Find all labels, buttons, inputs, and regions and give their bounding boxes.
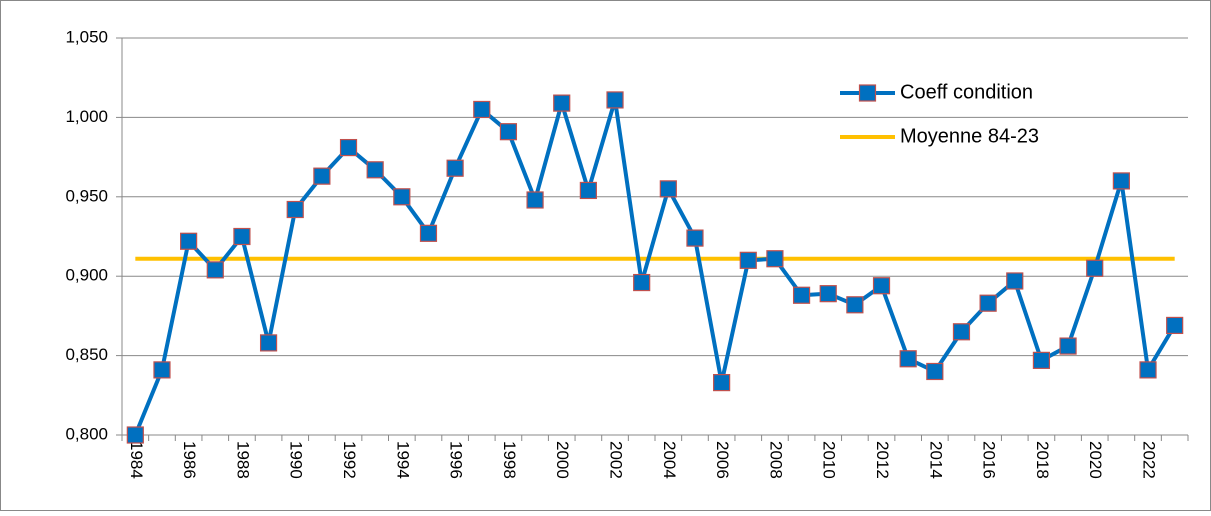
marker — [206, 261, 224, 279]
marker — [952, 323, 971, 341]
x-tick-label: 2010 — [820, 441, 839, 479]
marker — [153, 361, 171, 379]
x-tick-label: 2004 — [660, 441, 679, 479]
marker — [473, 100, 491, 119]
marker — [339, 138, 358, 157]
x-tick-label: 2008 — [766, 441, 785, 479]
marker — [393, 188, 411, 206]
marker — [286, 200, 304, 219]
x-tick-label: 1990 — [287, 441, 306, 479]
x-tick-label: 1994 — [393, 441, 412, 479]
marker — [686, 229, 704, 247]
y-tick-label: 0,850 — [65, 345, 108, 364]
marker — [633, 273, 651, 292]
marker — [526, 191, 544, 209]
marker — [713, 373, 731, 392]
marker — [739, 251, 757, 269]
marker — [1059, 337, 1077, 355]
marker — [1032, 351, 1051, 369]
x-tick-label: 2022 — [1140, 441, 1159, 479]
series-line — [133, 97, 1177, 436]
marker — [926, 362, 944, 381]
x-tick-label: 2006 — [713, 441, 732, 479]
marker — [366, 161, 384, 179]
marker — [259, 334, 278, 352]
x-tick-label: 1998 — [500, 441, 519, 479]
x-tick-label: 2016 — [980, 441, 999, 479]
legend-marker — [858, 84, 877, 102]
marker — [659, 180, 677, 198]
marker — [233, 227, 251, 246]
marker — [899, 350, 917, 368]
y-tick-label: 0,800 — [65, 424, 108, 443]
x-tick-label: 2020 — [1086, 441, 1105, 479]
marker — [846, 296, 864, 314]
x-tick-label: 2002 — [607, 441, 626, 479]
marker — [313, 167, 331, 185]
marker — [606, 91, 624, 109]
marker — [1166, 316, 1184, 335]
marker — [979, 294, 997, 312]
marker — [1139, 361, 1157, 379]
x-tick-label: 2018 — [1033, 441, 1052, 479]
x-tick-label: 1992 — [340, 441, 359, 479]
y-tick-label: 1,050 — [65, 27, 108, 46]
marker — [180, 232, 198, 250]
marker — [126, 426, 144, 444]
marker — [579, 181, 597, 200]
y-tick-label: 1,000 — [65, 107, 108, 126]
marker — [419, 224, 438, 242]
marker — [1006, 272, 1024, 290]
x-tick-label: 2000 — [553, 441, 572, 479]
x-tick-label: 1988 — [233, 441, 252, 479]
marker — [1112, 172, 1130, 190]
y-tick-label: 0,900 — [65, 266, 108, 285]
legend-label: Moyenne 84-23 — [900, 125, 1039, 147]
x-tick-label: 1996 — [447, 441, 466, 479]
x-tick-label: 1984 — [127, 441, 146, 479]
legend-label: Coeff condition — [900, 81, 1033, 103]
marker — [553, 94, 571, 112]
marker — [872, 277, 891, 295]
x-tick-label: 2014 — [926, 441, 945, 479]
marker — [446, 159, 464, 177]
x-tick-label: 2012 — [873, 441, 892, 479]
marker — [792, 286, 811, 304]
marker — [499, 123, 518, 141]
marker — [766, 250, 784, 268]
y-tick-label: 0,950 — [65, 186, 108, 205]
marker — [1086, 259, 1104, 277]
x-tick-label: 1986 — [180, 441, 199, 479]
marker — [819, 285, 837, 303]
